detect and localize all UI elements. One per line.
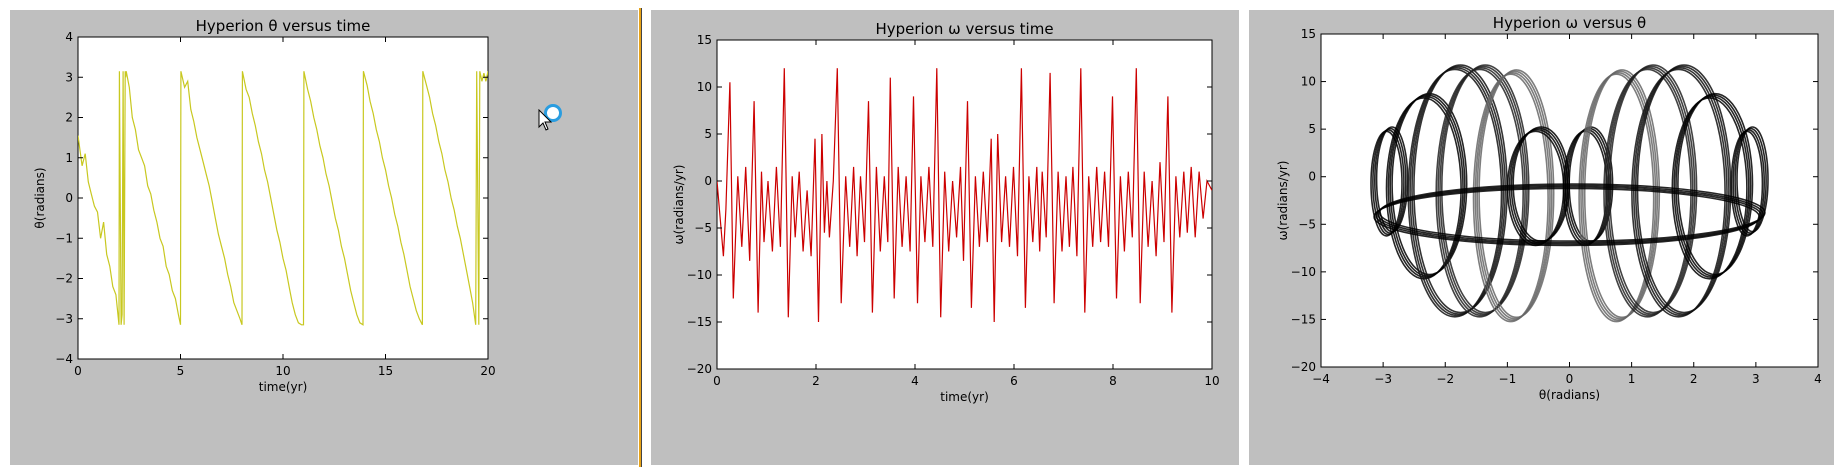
y-tick-label: 0 [65, 191, 73, 205]
y-tick-label: 4 [65, 30, 73, 44]
phase-orbit-point [1582, 70, 1659, 320]
phase-orbit-point [1374, 127, 1407, 234]
plot-marks [1370, 64, 1769, 323]
y-tick-label: 15 [697, 33, 712, 47]
phase-orbit-point [1673, 95, 1750, 279]
y-tick-label: −5 [1298, 217, 1316, 231]
y-tick-label: −15 [687, 315, 712, 329]
x-tick-label: 10 [1204, 374, 1219, 388]
phase-orbit-point [1378, 183, 1766, 242]
busy-cursor-icon [544, 104, 562, 122]
chart-title: Hyperion ω versus time [875, 20, 1053, 38]
x-tick-label: −4 [1312, 372, 1330, 386]
x-tick-label: 2 [1690, 372, 1698, 386]
phase-orbit-point [1732, 129, 1766, 236]
y-tick-label: −10 [1291, 265, 1316, 279]
phase-orbit-point [1478, 69, 1555, 319]
x-tick-label: 0 [713, 374, 721, 388]
phase-orbit-point [1439, 65, 1528, 315]
phase-orbit-point [1631, 68, 1726, 318]
y-tick-label: −10 [687, 268, 712, 282]
y-tick-label: 1 [65, 151, 73, 165]
x-axis-label: θ(radians) [1539, 388, 1600, 402]
x-tick-label: 4 [911, 374, 919, 388]
phase-orbit-point [1583, 69, 1661, 319]
x-tick-label: 8 [1109, 374, 1117, 388]
series-line [717, 68, 1212, 323]
phase-orbit-point [1409, 67, 1505, 317]
plot-marks [78, 71, 488, 326]
x-axis-label: time(yr) [940, 390, 989, 404]
chart-title: Hyperion θ versus time [196, 17, 371, 35]
y-tick-label: −1 [55, 231, 73, 245]
y-axis-label: ω(radians/yr) [1276, 161, 1290, 241]
plot-marks [717, 68, 1212, 323]
phase-orbit-point [1375, 126, 1409, 233]
y-tick-label: −15 [1291, 312, 1316, 326]
x-tick-label: 0 [1566, 372, 1574, 386]
y-tick-label: 5 [704, 127, 712, 141]
phase-orbit-point [1580, 72, 1657, 321]
x-tick-label: −2 [1436, 372, 1454, 386]
x-tick-label: 10 [275, 364, 290, 378]
x-tick-label: 1 [1628, 372, 1636, 386]
phase-orbit-point [1578, 73, 1655, 323]
mouse-pointer-icon [538, 109, 553, 131]
window-separator-accent [639, 8, 641, 467]
phase-orbit-point [1373, 187, 1761, 247]
y-axis-label: θ(radians) [33, 167, 47, 228]
y-axis-label: ω(radians/yr) [672, 165, 686, 245]
y-tick-label: 0 [1308, 170, 1316, 184]
y-tick-label: 10 [1301, 75, 1316, 89]
x-tick-label: 3 [1752, 372, 1760, 386]
y-tick-label: −5 [694, 221, 712, 235]
x-tick-label: 4 [1814, 372, 1822, 386]
phase-orbit-point [1474, 72, 1551, 321]
y-tick-label: 5 [1308, 122, 1316, 136]
y-tick-label: 10 [697, 80, 712, 94]
y-tick-label: −20 [687, 362, 712, 376]
window-separator-edge [641, 8, 642, 467]
x-tick-label: 2 [812, 374, 820, 388]
series-line [78, 71, 488, 326]
x-tick-label: 0 [74, 364, 82, 378]
chart-title: Hyperion ω versus θ [1493, 14, 1646, 32]
phase-orbit-point [1632, 67, 1728, 317]
y-tick-label: 15 [1301, 27, 1316, 41]
x-tick-label: 15 [378, 364, 393, 378]
omega-vs-time-window: 0 2 4 6 8 10 15 10 5 0 −5 −10 −15 −20 Hyperion ω versu… [651, 10, 1239, 465]
phase-orbit-point [1472, 73, 1549, 323]
y-tick-label: 0 [704, 174, 712, 188]
phase-orbit-point [1734, 127, 1767, 234]
phase-orbit-point [1407, 68, 1503, 318]
x-tick-label: −3 [1374, 372, 1392, 386]
y-tick-label: −2 [55, 272, 73, 286]
omega-vs-time-chart: 0 2 4 6 8 10 15 10 5 0 −5 −10 −15 −20 Hyperion ω versu… [672, 20, 1220, 404]
omega-vs-theta-window: −4 −3 −2 −1 0 1 2 3 4 15 10 5 0 −5 −10 −15 −20 Hyperion ω… [1249, 10, 1834, 465]
x-tick-label: 20 [480, 364, 495, 378]
phase-orbit-point [1476, 70, 1553, 320]
phase-orbit-point [1675, 94, 1752, 277]
y-tick-label: −20 [1291, 360, 1316, 374]
x-tick-label: 6 [1010, 374, 1018, 388]
y-tick-label: 3 [65, 70, 73, 84]
phase-orbit-point [1375, 186, 1763, 245]
phase-orbit-point [1372, 129, 1405, 236]
plot-area [77, 36, 489, 360]
y-tick-label: −3 [55, 312, 73, 326]
phase-orbit-point [1376, 184, 1764, 244]
phase-orbit-point [1736, 126, 1769, 233]
x-axis-label: time(yr) [259, 380, 308, 394]
theta-vs-time-window: 0 5 10 15 20 4 3 2 1 0 −1 −2 −3 −4 Hyperion θ versus t… [10, 10, 638, 465]
y-tick-label: −4 [55, 352, 73, 366]
phase-orbit-point [1677, 92, 1754, 276]
y-tick-label: 2 [65, 111, 73, 125]
x-tick-label: 5 [177, 364, 185, 378]
x-tick-label: −1 [1499, 372, 1517, 386]
